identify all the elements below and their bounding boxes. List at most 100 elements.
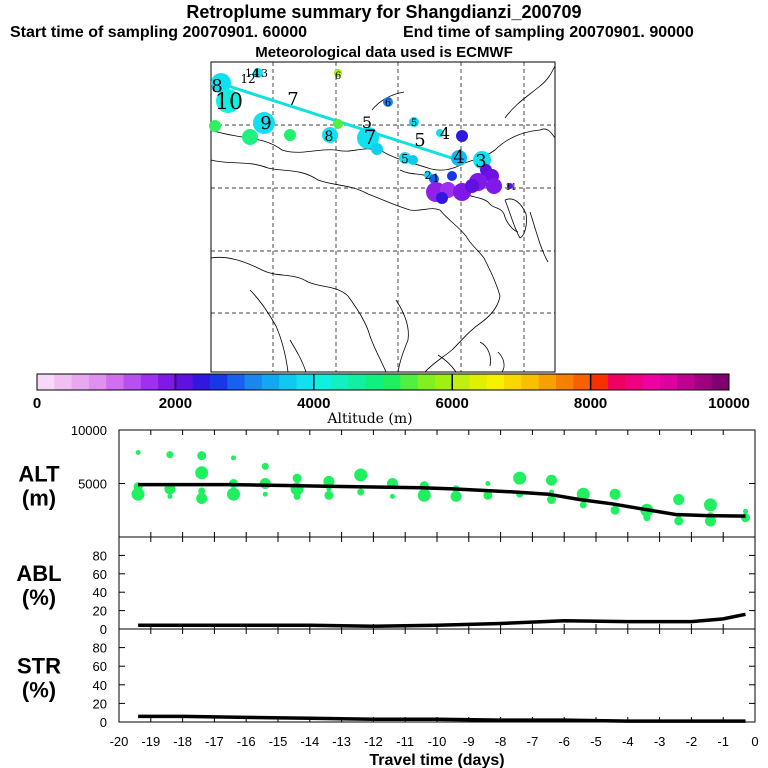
colorbar-swatch [400,374,419,390]
colorbar-swatch [106,374,124,390]
y-axis-label: (m) [22,486,56,511]
altitude-point [513,471,527,485]
time-series-panels: 500010000ALT(m)020406080ABL(%)020406080S… [16,423,756,730]
x-tick-label: -17 [205,734,224,749]
altitude-point [579,501,587,509]
y-tick-label: 60 [93,567,107,582]
colorbar-frame [36,373,730,391]
altitude-point [643,514,651,522]
altitude-point [292,473,302,483]
plume-circle [429,174,439,184]
colorbar-swatch [694,374,713,390]
altitude-point [703,498,717,512]
altitude-point [198,487,206,495]
altitude-point [450,490,462,502]
plume-day-label: 2 [425,169,432,182]
x-tick-label: 0 [751,734,758,749]
x-tick-label: -19 [141,734,160,749]
plume-day-label: 5 [401,152,409,166]
y-tick-label: 40 [93,585,107,600]
plume-circle [451,150,467,166]
colorbar-swatch [296,374,315,390]
x-axis-label: Travel time (days) [369,752,504,768]
plume-circle [399,152,411,164]
x-tick-label: -2 [686,734,698,749]
y-axis-label: ABL [16,561,61,586]
y-axis-label: (%) [22,678,56,703]
altitude-point [261,462,269,470]
colorbar-swatch [71,374,90,390]
plume-day-label: 4 [453,147,464,168]
y-tick-label: 20 [93,696,107,711]
y-tick-label: 0 [100,622,107,637]
colorbar-tick-label: 8000 [574,395,607,412]
colorbar-swatch [37,374,55,390]
plume-day-label: 1 [433,172,440,185]
plume-circle [436,129,444,137]
colorbar-swatch [452,374,470,390]
plume-circle [209,120,221,132]
colorbar-swatch [521,374,540,390]
y-tick-label: 0 [100,715,107,730]
plume-circle [242,129,258,145]
colorbar-swatch [677,374,695,390]
altitude-point [704,515,716,527]
plume-circle [456,130,468,142]
plume-circle [211,73,231,93]
x-tick-label: -15 [269,734,288,749]
colorbar-swatch [659,374,678,390]
plume-circle [333,119,343,129]
y-axis-label: (%) [22,585,56,610]
colorbar-swatch [486,374,505,390]
x-tick-label: -1 [717,734,729,749]
plume-day-label: 5 [414,130,425,151]
plume-circle [216,89,240,113]
altitude-point [354,468,368,482]
y-tick-label: 80 [93,548,107,563]
altitude-point [546,495,556,505]
colorbar-swatch [417,374,436,390]
colorbar-swatch [210,374,228,390]
altitude-colorbar: 0 2000 4000 6000 8000 10000 Altitude (m) [33,373,750,427]
panel-frame [118,536,756,630]
plume-day-label: 13 [254,67,268,80]
plume-day-label: 3 [475,151,486,172]
altitude-point [131,487,145,501]
map-frame [210,61,556,373]
altitude-point [389,493,395,499]
colorbar-swatch [313,374,332,390]
colorbar-swatch [279,374,297,390]
series-line-str [138,714,746,723]
colorbar-tick-label: 4000 [297,395,330,412]
series-line-abl [138,612,746,628]
chart-title: Retroplume summary for Shangdianzi_20070… [186,2,582,22]
altitude-point [197,451,207,461]
plume-day-label: 14 [245,67,259,80]
plume-circle [357,127,379,149]
plume-circle [334,69,342,77]
colorbar-swatch [504,374,522,390]
colorbar-swatch [434,374,453,390]
altitude-point [323,475,335,487]
plume-circle [253,112,275,134]
colorbar-swatch [556,374,574,390]
colorbar-swatch [227,374,246,390]
altitude-point [674,516,684,526]
x-tick-label: -14 [300,734,319,749]
plume-day-label: 8 [211,76,222,97]
plume-day-label: 7 [364,125,377,149]
x-tick-label: -9 [463,734,475,749]
y-tick-label: 40 [93,678,107,693]
altitude-point [195,466,209,480]
colorbar-swatch [261,374,280,390]
plume-circle [486,178,502,194]
altitude-point [230,455,236,461]
altitude-point [576,487,590,501]
plume-day-label: 5 [362,113,372,132]
plume-circle [322,127,338,143]
x-tick-label: -6 [558,734,570,749]
plume-circle [253,68,263,78]
panel-str: 0 20 40 60 80 STR(%) [17,628,756,730]
met-data-label: Meteorological data used is ECMWF [255,44,513,61]
